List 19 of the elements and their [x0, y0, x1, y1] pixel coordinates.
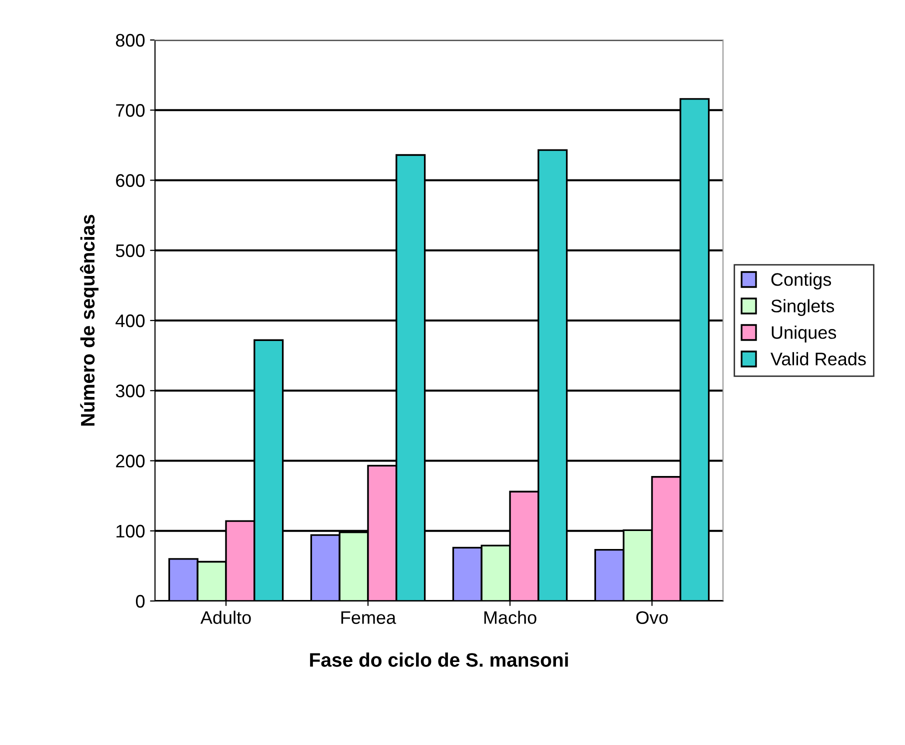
- x-axis-title: Fase do ciclo de S. mansoni: [310, 652, 568, 667]
- y-tick-label: 700: [116, 104, 145, 117]
- x-tick-label: Femea: [341, 611, 396, 624]
- y-tick-label: 600: [116, 174, 145, 187]
- x-tick-label: Adulto: [200, 610, 251, 624]
- y-tick-label: 0: [136, 594, 145, 608]
- y-tick-label: 400: [116, 314, 145, 328]
- x-tick-label: Macho: [484, 610, 536, 624]
- y-tick-label: 800: [116, 34, 145, 47]
- x-tick-label: Ovo: [636, 611, 668, 624]
- legend-label: Singlets: [771, 299, 834, 316]
- y-tick-label: 100: [116, 524, 145, 538]
- legend-label: Contigs: [771, 272, 832, 290]
- y-tick-label: 500: [116, 244, 145, 258]
- y-tick-label: 200: [116, 454, 145, 468]
- y-axis-title: Número de sequências: [80, 214, 98, 426]
- legend-label: Uniques: [772, 326, 836, 342]
- legend-label: Valid Reads: [770, 352, 866, 366]
- y-tick-label: 300: [116, 384, 145, 398]
